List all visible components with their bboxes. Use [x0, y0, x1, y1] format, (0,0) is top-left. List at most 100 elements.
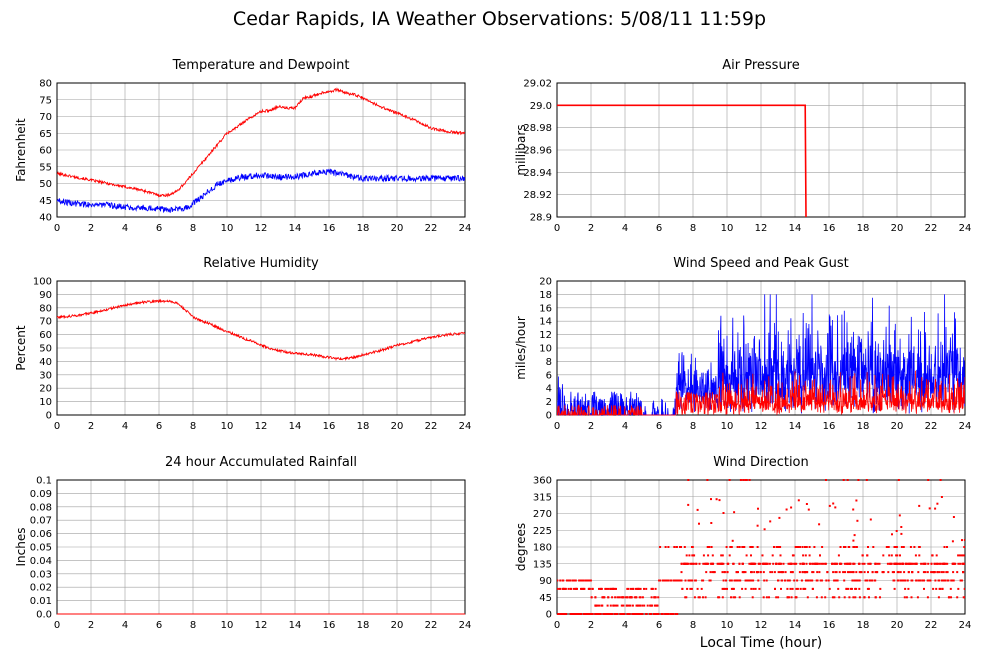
- direction-point: [845, 562, 848, 565]
- x-tick-label: 8: [190, 421, 196, 432]
- direction-point: [670, 579, 672, 582]
- direction-point: [800, 579, 803, 582]
- direction-point: [852, 571, 854, 574]
- direction-point: [899, 554, 901, 557]
- direction-point: [847, 562, 849, 565]
- direction-point: [750, 571, 752, 574]
- direction-point: [683, 546, 686, 548]
- direction-point: [811, 579, 814, 582]
- direction-point: [609, 587, 612, 590]
- y-tick-label: 0.06: [30, 529, 52, 540]
- direction-point: [620, 596, 623, 599]
- direction-point: [906, 562, 909, 565]
- x-axis-label: Local Time (hour): [699, 635, 823, 651]
- direction-point: [804, 571, 807, 574]
- direction-point: [942, 571, 945, 574]
- x-tick-label: 24: [959, 620, 972, 631]
- x-tick-label: 24: [459, 421, 472, 432]
- direction-point: [575, 613, 578, 615]
- direction-point: [816, 571, 819, 574]
- direction-point: [684, 562, 687, 565]
- direction-point: [943, 562, 945, 565]
- direction-point: [692, 554, 695, 557]
- direction-point: [627, 604, 630, 607]
- direction-point: [711, 562, 714, 565]
- direction-point: [748, 562, 751, 565]
- direction-point: [701, 579, 704, 582]
- direction-point: [952, 571, 955, 574]
- direction-point: [602, 613, 605, 615]
- direction-point: [709, 579, 712, 582]
- direction-point: [879, 596, 881, 599]
- direction-point: [905, 562, 908, 565]
- direction-point: [882, 571, 885, 574]
- direction-point: [828, 587, 831, 590]
- direction-point: [571, 613, 574, 615]
- direction-point: [836, 579, 839, 582]
- y-tick-label: 270: [533, 509, 552, 520]
- direction-point: [807, 579, 810, 582]
- y-tick-label: 315: [533, 492, 552, 503]
- direction-point: [822, 562, 825, 565]
- y-tick-label: 135: [533, 559, 552, 570]
- direction-point: [858, 579, 861, 582]
- direction-point: [748, 479, 751, 481]
- direction-point: [903, 596, 906, 599]
- direction-point: [786, 596, 789, 599]
- direction-point: [947, 596, 950, 599]
- direction-point: [831, 562, 833, 565]
- direction-point: [853, 579, 856, 582]
- direction-point: [613, 587, 616, 590]
- direction-point: [722, 579, 725, 582]
- direction-point: [769, 571, 772, 574]
- y-tick-label: 55: [39, 162, 52, 173]
- direction-point: [787, 562, 790, 565]
- direction-point: [815, 579, 818, 582]
- y-tick-label: 0.04: [30, 556, 52, 567]
- direction-point: [631, 604, 634, 607]
- direction-point: [600, 604, 603, 607]
- direction-point: [778, 562, 781, 565]
- direction-point: [917, 579, 920, 582]
- direction-point: [726, 587, 728, 590]
- direction-point: [947, 579, 950, 582]
- y-tick-label: 18: [539, 290, 552, 301]
- direction-point: [589, 579, 592, 582]
- direction-point: [820, 562, 823, 565]
- direction-point: [639, 613, 642, 615]
- direction-point: [795, 562, 798, 565]
- y-tick-label: 30: [39, 370, 52, 381]
- direction-point: [858, 562, 861, 565]
- y-tick-label: 75: [39, 95, 52, 106]
- direction-point: [866, 554, 869, 557]
- direction-point: [891, 571, 894, 574]
- direction-point: [936, 502, 939, 505]
- direction-point: [675, 546, 678, 548]
- direction-point: [855, 546, 858, 548]
- direction-point: [874, 562, 877, 565]
- direction-point: [804, 546, 806, 548]
- direction-point: [768, 562, 771, 565]
- direction-point: [626, 587, 629, 590]
- x-tick-label: 2: [88, 223, 94, 234]
- direction-point: [885, 546, 888, 548]
- direction-point: [837, 587, 840, 590]
- direction-point: [653, 596, 656, 599]
- direction-point: [688, 554, 691, 557]
- direction-point: [852, 562, 855, 565]
- direction-point: [584, 613, 587, 615]
- direction-point: [835, 571, 838, 574]
- direction-point: [569, 587, 572, 590]
- direction-point: [946, 546, 948, 548]
- x-tick-label: 22: [425, 223, 438, 234]
- direction-point: [561, 613, 564, 615]
- direction-point: [751, 596, 754, 599]
- direction-point: [752, 587, 755, 590]
- direction-point: [580, 579, 583, 582]
- y-tick-label: 2: [546, 397, 552, 408]
- direction-point: [673, 546, 676, 548]
- direction-point: [615, 587, 617, 590]
- direction-point: [710, 546, 713, 548]
- y-tick-label: 0.02: [30, 583, 52, 594]
- series-line: [557, 104, 807, 218]
